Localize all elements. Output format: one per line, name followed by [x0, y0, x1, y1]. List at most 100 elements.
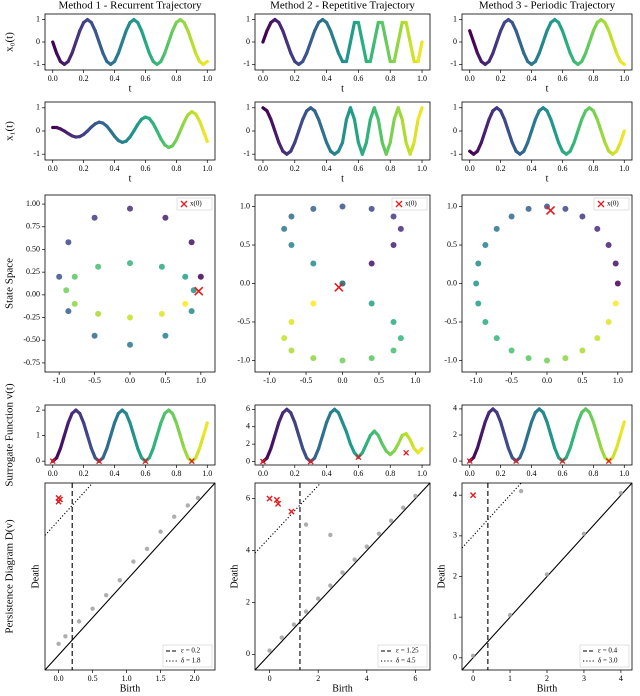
x-tick-label: 0.8: [171, 164, 181, 173]
series-segment: [93, 29, 101, 44]
x-tick-label: 0.0: [48, 74, 58, 83]
point: [91, 332, 98, 339]
point: [71, 273, 78, 280]
point: [562, 205, 569, 212]
point: [618, 490, 624, 496]
axes-frame: [254, 404, 431, 466]
y-tick-label: 0: [453, 126, 457, 135]
y-tick-label: -1: [450, 149, 457, 158]
series-segment: [502, 117, 510, 133]
point: [475, 260, 482, 267]
point: [612, 260, 619, 267]
axes-frame: [44, 13, 216, 71]
series-segment: [572, 420, 580, 437]
x-tick-label: 1.0: [417, 74, 427, 83]
x-tick-label: 0.8: [385, 164, 395, 173]
point: [544, 572, 550, 577]
x-axis-label: t: [546, 173, 549, 184]
point: [291, 622, 297, 627]
cross-marker: [559, 458, 566, 465]
series-segment: [159, 411, 167, 425]
cross-marker: [605, 458, 612, 465]
series-segment: [261, 29, 269, 44]
x-tick-label: -0.5: [505, 376, 518, 385]
y-tick-label: 1: [36, 14, 40, 23]
y-tick-label: 0.75: [26, 222, 40, 231]
x-axis-label: Birth: [332, 683, 353, 694]
series-segment: [372, 20, 380, 44]
series-segment: [360, 40, 368, 64]
x-tick-label: 0.0: [125, 376, 135, 385]
point: [91, 214, 98, 221]
y-tick-label: 0.50: [26, 244, 40, 253]
series-segment: [506, 129, 514, 145]
series-segment: [518, 40, 526, 55]
x-tick-label: 1.0: [122, 674, 132, 683]
x-tick-label: 0.8: [171, 469, 181, 478]
y-tick-label: 0: [453, 456, 457, 465]
point: [340, 570, 345, 575]
point: [127, 314, 133, 321]
series-segment: [471, 40, 480, 55]
x-tick-label: 0.0: [338, 376, 348, 385]
series-segment: [269, 117, 277, 133]
y-tick-label: 0.0: [447, 278, 457, 287]
cross-marker: [49, 458, 56, 465]
series-segment: [186, 29, 194, 44]
point: [281, 335, 288, 342]
series-segment: [607, 29, 615, 44]
series-segment: [576, 117, 584, 133]
point: [104, 593, 109, 598]
cross-marker: [188, 458, 195, 465]
series-segment: [82, 421, 90, 438]
x-tick-label: 1.0: [196, 376, 206, 385]
x-tick-label: 0.2: [290, 74, 300, 83]
legend-label: ε = 0.4: [598, 647, 618, 655]
cross-marker: [469, 492, 477, 499]
series-segment: [502, 433, 510, 450]
legend-label: x(0): [607, 200, 619, 208]
x-axis-label: t: [546, 83, 549, 94]
cross-marker: [355, 454, 362, 461]
y-tick-label: -1: [243, 59, 250, 68]
series-segment: [120, 29, 128, 44]
diagonal: [44, 482, 216, 671]
series-segment: [182, 446, 190, 460]
point: [368, 300, 375, 307]
point: [473, 280, 480, 287]
x-axis-label: Birth: [537, 683, 558, 694]
y-tick-label: 0.00: [26, 290, 40, 299]
y-tick-label: -0.75: [23, 358, 40, 367]
point: [303, 522, 309, 527]
series-segment: [301, 446, 309, 460]
series-segment: [392, 40, 400, 64]
x-tick-label: 0.4: [110, 74, 120, 83]
axes-frame: [461, 482, 633, 671]
point: [197, 273, 204, 280]
series-segment: [174, 421, 182, 438]
series-segment: [416, 40, 424, 64]
series-segment: [163, 40, 171, 55]
series-segment: [328, 29, 337, 44]
y-tick-label: 0: [246, 649, 250, 658]
point: [390, 318, 397, 325]
y-tick-label: 4: [453, 404, 457, 413]
x-tick-label: 1.0: [613, 376, 623, 385]
series-segment: [85, 434, 93, 451]
y-tick-label: 0: [246, 37, 250, 46]
y-tick-label: 0: [246, 126, 250, 135]
point: [413, 493, 418, 499]
point: [544, 357, 550, 364]
row-label: Persistence Diagram D(v): [4, 519, 16, 634]
series-segment: [526, 129, 534, 145]
diagonal: [254, 482, 431, 671]
point: [470, 653, 476, 658]
series-segment: [560, 29, 568, 44]
y-tick-label: 2: [246, 439, 250, 448]
point: [368, 355, 375, 362]
cross-marker: [334, 282, 344, 292]
x-tick-label: 0.6: [140, 164, 150, 173]
point: [525, 205, 532, 212]
x-tick-label: 0.6: [557, 469, 567, 478]
series-segment: [526, 420, 534, 437]
